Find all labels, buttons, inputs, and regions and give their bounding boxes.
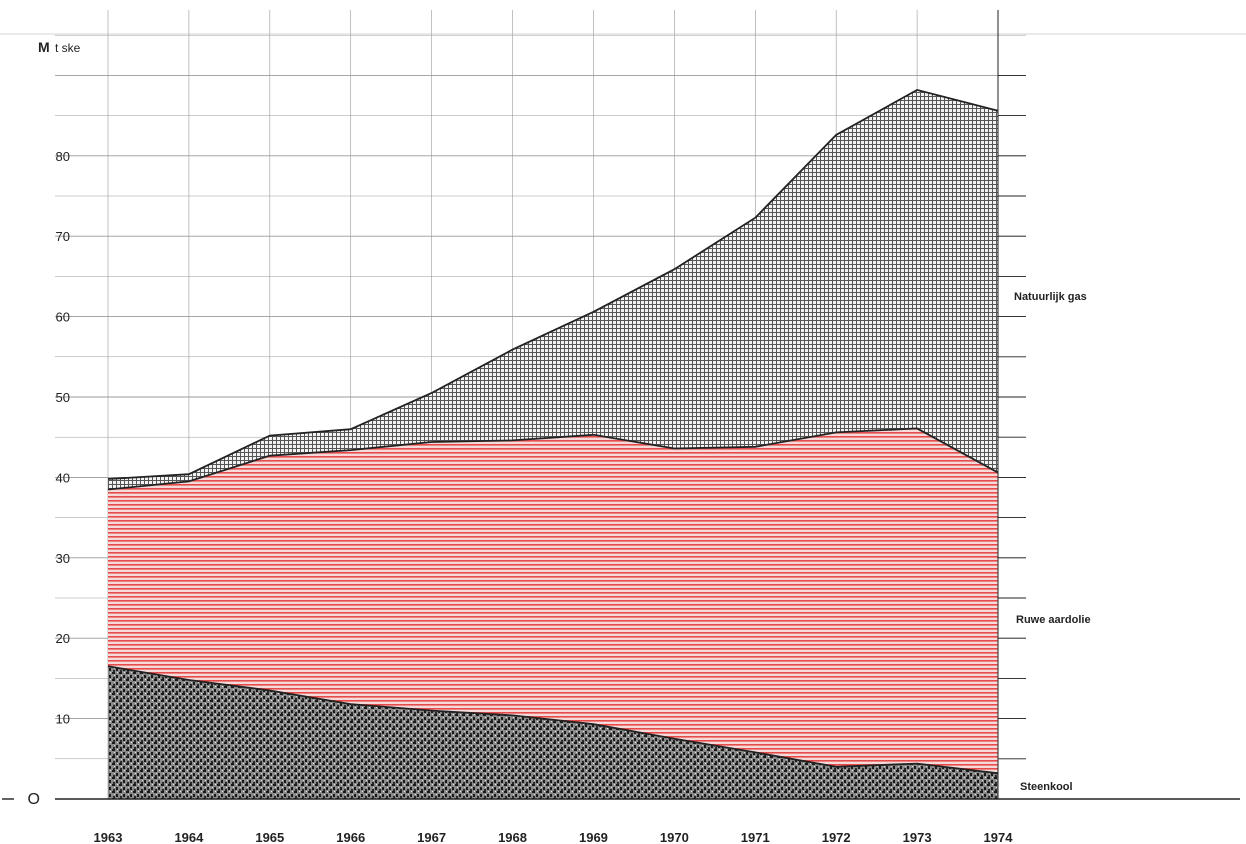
x-tick-label: 1964: [174, 830, 204, 844]
y-tick-label: 50: [56, 390, 70, 405]
x-tick-label: 1974: [984, 830, 1014, 844]
x-tick-label: 1966: [336, 830, 365, 844]
axes: [2, 10, 1240, 800]
unit-label: t ske: [55, 41, 81, 55]
y-tick-label: 60: [56, 310, 70, 325]
series-label-oil: Ruwe aardolie: [1016, 614, 1091, 626]
x-tick-label: 1967: [417, 830, 446, 844]
y-tick-label: 30: [56, 551, 70, 566]
x-tick-label: 1965: [255, 830, 284, 844]
y-tick-label: 40: [56, 470, 70, 485]
x-tick-label: 1972: [822, 830, 851, 844]
series-area-ruwe-aardolie: [108, 428, 998, 774]
series-line-ruwe-aardolie: [107, 427, 999, 491]
x-tick-label: 1970: [660, 830, 689, 844]
x-tick-label: 1969: [579, 830, 608, 844]
y-tick-label: 10: [56, 712, 70, 727]
series-line-natuurlijk-gas: [107, 88, 999, 480]
series-line-steenkool: [107, 665, 999, 775]
y-tick-labels: O 10 20 30 40 50 60 70 80: [28, 149, 70, 808]
series-label-coal: Steenkool: [1020, 781, 1073, 793]
x-tick-label: 1963: [94, 830, 123, 844]
y-tick-label: 80: [56, 149, 70, 164]
x-tick-label: 1971: [741, 830, 770, 844]
unit-label-bold: M: [38, 39, 50, 55]
x-tick-label: 1973: [903, 830, 932, 844]
series-area-natuurlijk-gas: [108, 89, 998, 490]
y-tick-label: O: [28, 791, 40, 808]
x-tick-labels: 1963 1964 1965 1966 1967 1968 1969 1970 1971 1972…: [94, 830, 1014, 844]
y-tick-label: 20: [56, 631, 70, 646]
x-tick-label: 1968: [498, 830, 527, 844]
series-areas: [108, 89, 998, 799]
series-outlines: [107, 88, 999, 775]
series-area-steenkool: [108, 666, 998, 799]
series-label-gas: Natuurlijk gas: [1014, 291, 1087, 303]
y-tick-label: 70: [56, 229, 70, 244]
